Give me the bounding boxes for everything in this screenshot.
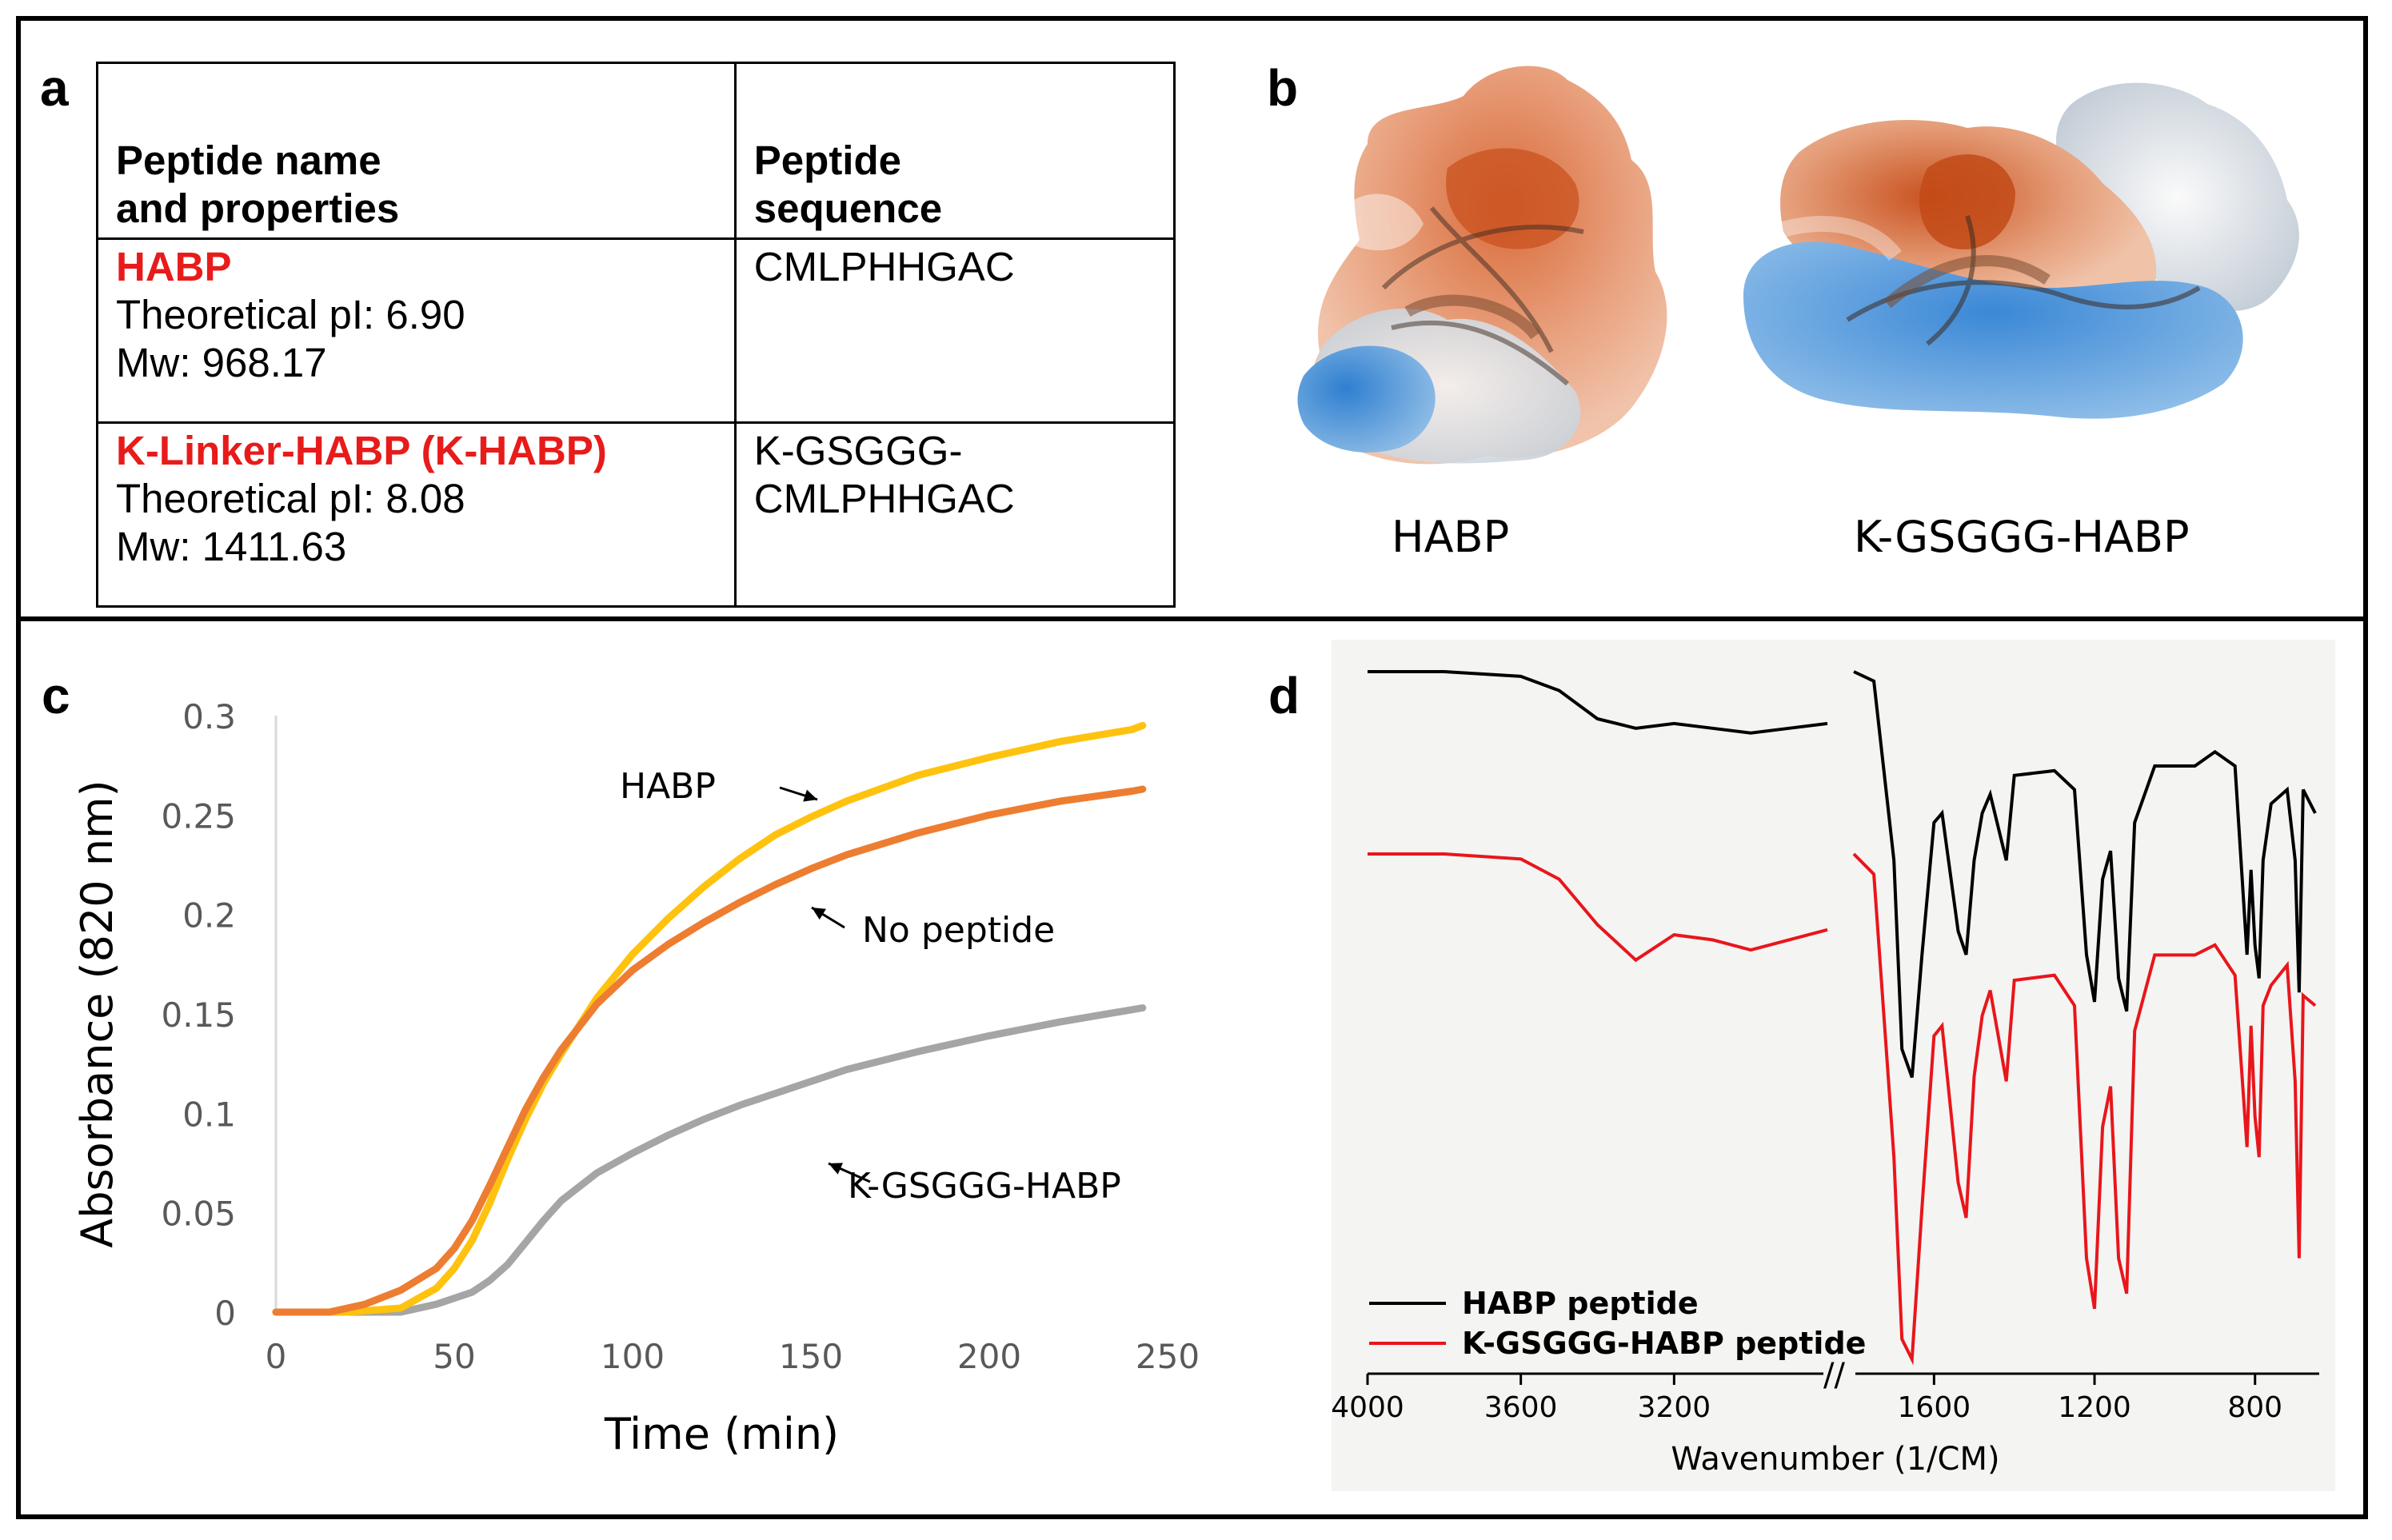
- x-tick-label: 50: [433, 1337, 475, 1376]
- khabp-pi: Theoretical pI: 8.08: [116, 476, 465, 521]
- k-gsggg-habp-structure-caption: K-GSGGG-HABP: [1854, 512, 2190, 562]
- ftir-line-habp-peptide-high: [1368, 670, 1828, 735]
- habp-name: HABP: [116, 244, 232, 289]
- annotation-arrowhead: [812, 908, 826, 920]
- header-peptide-sequence: Peptide sequence: [733, 62, 1176, 240]
- y-tick-label: 0.1: [182, 1095, 236, 1134]
- ftir-line-k-gsggg-habp-peptide-high: [1368, 852, 1828, 963]
- khabp-mw: Mw: 1411.63: [116, 524, 347, 569]
- table-header-row: Peptide name and properties Peptide sequ…: [96, 62, 1176, 240]
- y-tick-label: 0.05: [161, 1195, 236, 1234]
- absorbance-series: [272, 721, 1147, 1316]
- x-tick-label: 150: [779, 1337, 843, 1376]
- x-tick-label: 0: [266, 1337, 287, 1376]
- panel-label-d: d: [1268, 667, 1300, 724]
- annotation-k-gsggg-habp: K-GSGGG-HABP: [848, 1166, 1121, 1207]
- absorbance-axes: 0 0.05 0.1 0.15 0.2 0.25 0.3 0 50 100 150 200 250: [161, 697, 1200, 1376]
- annotation-habp: HABP: [620, 766, 716, 807]
- annotation-no-peptide: No peptide: [862, 910, 1055, 951]
- y-tick-label: 0: [214, 1294, 236, 1333]
- ftir-axes: 4000 3600 3200 1600 1200 800: [1331, 1372, 2319, 1424]
- legend-label-habp: HABP peptide: [1462, 1286, 1699, 1321]
- panel-divider: [16, 616, 2368, 621]
- y-tick-label: 0.3: [182, 697, 236, 736]
- axis-break-mark: //: [1823, 1357, 1845, 1394]
- series-line-k-gsggg-habp: [272, 1004, 1147, 1316]
- x-tick-label: 4000: [1331, 1391, 1404, 1424]
- habp-properties-cell: HABP Theoretical pI: 6.90 Mw: 968.17: [96, 237, 737, 424]
- habp-structure-caption: HABP: [1392, 512, 1510, 562]
- figure-frame: [16, 16, 2368, 1519]
- ftir-line-habp-peptide-low: [1853, 670, 2317, 1079]
- annotation-arrowhead: [829, 1163, 843, 1175]
- ftir-line-k-gsggg-habp-peptide-low: [1852, 852, 2317, 1366]
- khabp-sequence-cell: K-GSGGG- CMLPHHGAC: [733, 421, 1176, 608]
- y-tick-label: 0.15: [161, 995, 236, 1035]
- x-tick-label: 3600: [1484, 1391, 1558, 1424]
- panel-label-a: a: [40, 59, 69, 117]
- ftir-plot-background: [1332, 640, 2335, 1491]
- table-row: K-Linker-HABP (K-HABP) Theoretical pI: 8…: [96, 421, 1176, 608]
- k-gsggg-habp-structure-image: [1743, 82, 2299, 419]
- y-tick-label: 0.2: [182, 896, 236, 936]
- ftir-legend: HABP peptide K-GSGGG-HABP peptide: [1369, 1286, 1866, 1361]
- x-tick-label: 1600: [1898, 1391, 1971, 1424]
- panel-label-b: b: [1267, 59, 1299, 117]
- series-line-habp: [272, 721, 1147, 1316]
- habp-pi: Theoretical pI: 6.90: [116, 292, 465, 337]
- x-tick-label: 250: [1136, 1337, 1200, 1376]
- khabp-name: K-Linker-HABP (K-HABP): [116, 428, 607, 473]
- absorbance-y-axis-label: Absorbance (820 nm): [72, 780, 122, 1247]
- panel-label-c: c: [42, 667, 70, 724]
- x-tick-label: 1200: [2058, 1391, 2131, 1424]
- absorbance-labels: Absorbance (820 nm) Time (min) HABP No p…: [72, 766, 1121, 1459]
- absorbance-chart: 0 0.05 0.1 0.15 0.2 0.25 0.3 0 50 100 150 200 250 Ab…: [72, 697, 1200, 1459]
- habp-structure-image: [1297, 66, 1667, 465]
- absorbance-x-axis-label: Time (min): [604, 1409, 839, 1459]
- khabp-properties-cell: K-Linker-HABP (K-HABP) Theoretical pI: 8…: [96, 421, 737, 608]
- ftir-series: [1368, 670, 2317, 1366]
- x-tick-label: 200: [957, 1337, 1021, 1376]
- ftir-x-axis-label: Wavenumber (1/CM): [1671, 1441, 1999, 1478]
- series-line-no-peptide: [272, 785, 1147, 1316]
- table-row: HABP Theoretical pI: 6.90 Mw: 968.17 CML…: [96, 237, 1176, 424]
- annotation-arrowhead: [803, 789, 817, 802]
- x-tick-label: 800: [2227, 1391, 2282, 1424]
- habp-sequence-cell: CMLPHHGAC: [733, 237, 1176, 424]
- x-tick-label: 100: [601, 1337, 665, 1376]
- y-tick-label: 0.25: [161, 796, 236, 836]
- legend-label-k-gsggg-habp: K-GSGGG-HABP peptide: [1462, 1326, 1866, 1361]
- x-tick-label: 3200: [1638, 1391, 1711, 1424]
- header-peptide-name: Peptide name and properties: [96, 62, 737, 240]
- peptide-table: Peptide name and properties Peptide sequ…: [96, 62, 1176, 608]
- habp-mw: Mw: 968.17: [116, 340, 327, 385]
